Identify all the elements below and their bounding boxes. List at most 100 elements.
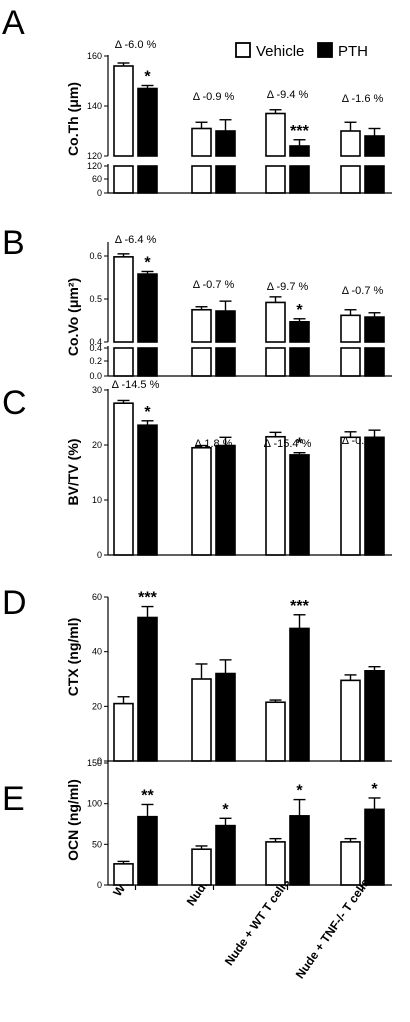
y-tick-label-low-a-2: 120 bbox=[87, 161, 102, 171]
y-tick-label-c-2: 20 bbox=[92, 440, 102, 450]
y-axis-label-c: BV/TV (%) bbox=[65, 439, 81, 506]
y-tick-label-low-b-2: 0.4 bbox=[89, 343, 102, 353]
bar-pth-c-2 bbox=[289, 454, 310, 556]
significance-star-d-0: *** bbox=[138, 590, 157, 607]
significance-star-e-2: * bbox=[296, 783, 303, 800]
bar-low-pth-b-2 bbox=[289, 347, 310, 377]
bar-pth-b-2 bbox=[289, 320, 310, 343]
legend-vehicle-swatch bbox=[235, 42, 251, 58]
significance-star-e-3: * bbox=[371, 781, 378, 798]
panel-letter-c: C bbox=[2, 384, 27, 422]
significance-star-e-1: * bbox=[222, 801, 229, 818]
bar-vehicle-c-0 bbox=[113, 402, 134, 556]
bar-vehicle-a-0 bbox=[113, 65, 134, 157]
significance-star-b-2: * bbox=[296, 302, 303, 319]
bar-vehicle-b-2 bbox=[265, 301, 286, 343]
y-tick-label-c-0: 0 bbox=[97, 550, 102, 560]
y-tick-label-e-1: 50 bbox=[92, 839, 102, 849]
bar-pth-d-2 bbox=[289, 627, 310, 762]
bar-pth-a-3 bbox=[364, 135, 385, 157]
y-tick-label-c-1: 10 bbox=[92, 495, 102, 505]
bar-vehicle-b-1 bbox=[191, 308, 212, 343]
bar-low-pth-a-3 bbox=[364, 165, 385, 194]
bar-pth-d-0 bbox=[137, 616, 158, 762]
bar-pth-a-0 bbox=[137, 87, 158, 157]
delta-label-b-3: Δ -0.7 % bbox=[342, 285, 384, 297]
bar-vehicle-a-2 bbox=[265, 112, 286, 157]
significance-star-e-0: ** bbox=[141, 787, 154, 804]
y-tick-label-high-b-1: 0.5 bbox=[89, 294, 102, 304]
legend-vehicle-label: Vehicle bbox=[256, 43, 304, 60]
delta-label-a-2: Δ -9.4 % bbox=[267, 89, 309, 101]
bar-low-vehicle-b-2 bbox=[265, 347, 286, 377]
bar-vehicle-c-2 bbox=[265, 435, 286, 556]
y-axis-label-d: CTX (ng/ml) bbox=[65, 618, 81, 697]
bar-pth-a-2 bbox=[289, 145, 310, 157]
significance-star-b-0: * bbox=[144, 254, 151, 271]
bar-low-pth-a-0 bbox=[137, 165, 158, 194]
bar-pth-a-1 bbox=[215, 130, 236, 157]
bar-low-pth-b-1 bbox=[215, 347, 236, 377]
bar-vehicle-c-1 bbox=[191, 446, 212, 556]
bar-vehicle-e-0 bbox=[113, 863, 134, 886]
bar-pth-e-3 bbox=[364, 808, 385, 886]
bar-vehicle-e-3 bbox=[340, 841, 361, 886]
y-tick-label-low-b-0: 0.0 bbox=[89, 371, 102, 381]
bar-pth-b-0 bbox=[137, 273, 158, 343]
bar-pth-c-1 bbox=[215, 444, 236, 556]
bar-low-vehicle-a-1 bbox=[191, 165, 212, 194]
x-category-label-nude-wt-t-cells: Nude + WT T cells bbox=[222, 875, 293, 968]
bar-vehicle-a-3 bbox=[340, 130, 361, 157]
y-tick-label-low-a-1: 60 bbox=[92, 174, 102, 184]
bar-vehicle-b-0 bbox=[113, 256, 134, 343]
y-axis-label-b: Co.Vo (μm²) bbox=[65, 278, 81, 356]
y-tick-label-high-b-0: 0.4 bbox=[89, 337, 102, 347]
y-tick-label-e-3: 150 bbox=[87, 758, 102, 768]
delta-label-a-1: Δ -0.9 % bbox=[193, 91, 235, 103]
delta-label-c-1: Δ 1.8 % bbox=[195, 438, 233, 450]
y-tick-label-e-0: 0 bbox=[97, 880, 102, 890]
delta-label-b-1: Δ -0.7 % bbox=[193, 279, 235, 291]
bar-low-vehicle-b-0 bbox=[113, 347, 134, 377]
bar-vehicle-d-2 bbox=[265, 701, 286, 762]
bar-low-vehicle-a-3 bbox=[340, 165, 361, 194]
bar-vehicle-e-2 bbox=[265, 841, 286, 886]
y-tick-label-high-a-2: 160 bbox=[87, 51, 102, 61]
delta-label-b-2: Δ -9.7 % bbox=[267, 281, 309, 293]
bar-pth-e-2 bbox=[289, 815, 310, 886]
bar-low-vehicle-b-1 bbox=[191, 347, 212, 377]
y-tick-label-high-a-1: 140 bbox=[87, 101, 102, 111]
y-tick-label-d-2: 40 bbox=[92, 647, 102, 657]
significance-star-a-2: *** bbox=[290, 123, 309, 140]
bar-vehicle-c-3 bbox=[340, 436, 361, 556]
y-tick-label-low-a-0: 0 bbox=[97, 188, 102, 198]
bar-pth-e-1 bbox=[215, 824, 236, 886]
significance-star-c-2: * bbox=[296, 436, 303, 453]
bar-low-pth-a-1 bbox=[215, 165, 236, 194]
x-category-label-nude-tnf-t-cells: Nude + TNF-/- T cells bbox=[293, 875, 373, 981]
bar-low-pth-a-2 bbox=[289, 165, 310, 194]
bar-low-pth-b-0 bbox=[137, 347, 158, 377]
y-axis-label-a: Co.Th (μm) bbox=[65, 82, 81, 156]
bar-pth-c-0 bbox=[137, 424, 158, 556]
bar-low-pth-b-3 bbox=[364, 347, 385, 377]
y-tick-label-high-b-2: 0.6 bbox=[89, 251, 102, 261]
significance-star-c-0: * bbox=[144, 404, 151, 421]
bar-vehicle-d-3 bbox=[340, 679, 361, 762]
bar-vehicle-b-3 bbox=[340, 314, 361, 343]
delta-label-c-0: Δ -14.5 % bbox=[112, 379, 160, 391]
delta-label-c-2: Δ -15.4 % bbox=[264, 438, 312, 450]
panel-letter-d: D bbox=[2, 584, 27, 622]
bar-pth-d-1 bbox=[215, 672, 236, 762]
legend-pth-swatch bbox=[317, 42, 333, 58]
legend-pth-label: PTH bbox=[338, 43, 368, 60]
delta-label-a-0: Δ -6.0 % bbox=[115, 39, 157, 51]
delta-label-a-3: Δ -1.6 % bbox=[342, 93, 384, 105]
y-tick-label-d-3: 60 bbox=[92, 592, 102, 602]
panel-letter-b: B bbox=[2, 224, 25, 262]
y-tick-label-c-3: 30 bbox=[92, 385, 102, 395]
bar-vehicle-e-1 bbox=[191, 848, 212, 886]
bar-vehicle-d-0 bbox=[113, 702, 134, 762]
